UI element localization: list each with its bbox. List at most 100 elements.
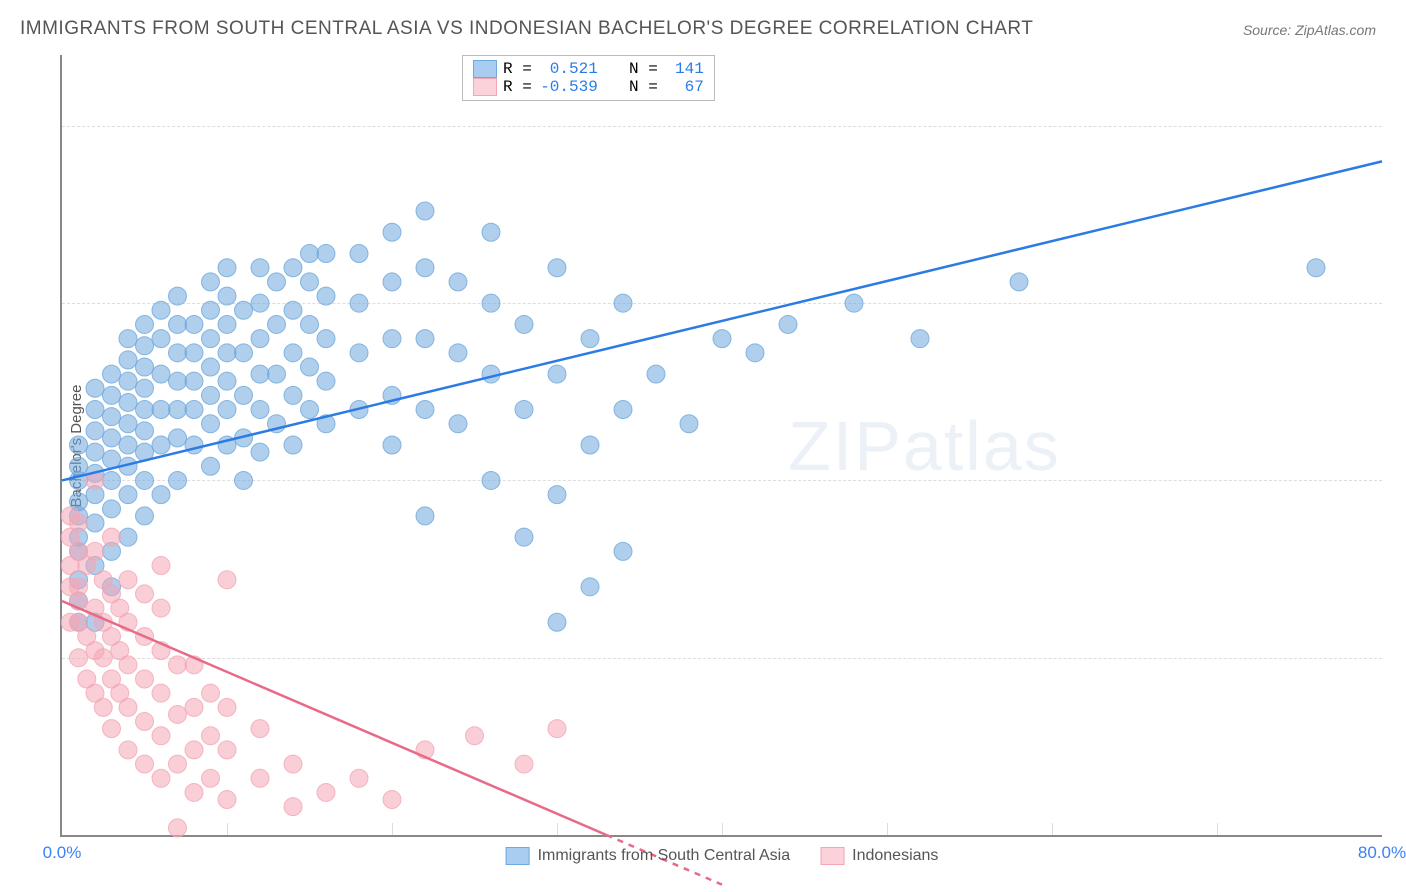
scatter-point	[152, 436, 170, 454]
scatter-point	[317, 783, 335, 801]
scatter-point	[103, 408, 121, 426]
scatter-point	[119, 372, 137, 390]
scatter-point	[235, 471, 253, 489]
scatter-point	[548, 365, 566, 383]
scatter-point	[152, 486, 170, 504]
scatter-point	[482, 223, 500, 241]
scatter-point	[136, 585, 154, 603]
scatter-point	[119, 330, 137, 348]
scatter-point	[70, 649, 88, 667]
scatter-point	[317, 372, 335, 390]
legend-label-series2: Indonesians	[852, 847, 938, 865]
scatter-point	[169, 819, 187, 837]
scatter-point	[86, 542, 104, 560]
scatter-point	[548, 259, 566, 277]
scatter-point	[185, 372, 203, 390]
scatter-point	[284, 259, 302, 277]
scatter-point	[548, 486, 566, 504]
scatter-point	[202, 457, 220, 475]
trend-line	[62, 161, 1382, 480]
scatter-point	[202, 684, 220, 702]
r-value-series2: -0.539	[538, 78, 598, 96]
scatter-point	[202, 301, 220, 319]
scatter-point	[614, 401, 632, 419]
scatter-point	[268, 315, 286, 333]
scatter-point	[383, 273, 401, 291]
source-attribution: Source: ZipAtlas.com	[1243, 22, 1376, 38]
scatter-point	[251, 294, 269, 312]
scatter-point	[86, 443, 104, 461]
scatter-point	[350, 245, 368, 263]
scatter-point	[911, 330, 929, 348]
scatter-point	[152, 301, 170, 319]
scatter-point	[548, 720, 566, 738]
scatter-point	[284, 301, 302, 319]
swatch-series2	[473, 78, 497, 96]
n-value-series2: 67	[664, 78, 704, 96]
scatter-point	[86, 379, 104, 397]
scatter-point	[218, 698, 236, 716]
scatter-point	[119, 528, 137, 546]
scatter-point	[119, 571, 137, 589]
scatter-point	[383, 223, 401, 241]
scatter-point	[466, 727, 484, 745]
scatter-point	[185, 315, 203, 333]
scatter-point	[185, 698, 203, 716]
scatter-point	[86, 401, 104, 419]
scatter-point	[449, 415, 467, 433]
scatter-point	[218, 571, 236, 589]
scatter-point	[103, 528, 121, 546]
scatter-point	[515, 401, 533, 419]
scatter-point	[119, 393, 137, 411]
scatter-point	[103, 429, 121, 447]
y-tick-label: 75.0%	[1392, 293, 1406, 313]
y-tick-label: 50.0%	[1392, 470, 1406, 490]
scatter-point	[152, 599, 170, 617]
scatter-point	[218, 741, 236, 759]
scatter-point	[350, 769, 368, 787]
scatter-point	[284, 436, 302, 454]
scatter-point	[235, 301, 253, 319]
scatter-point	[647, 365, 665, 383]
scatter-point	[301, 358, 319, 376]
scatter-point	[746, 344, 764, 362]
scatter-point	[515, 755, 533, 773]
scatter-point	[416, 202, 434, 220]
scatter-point	[119, 415, 137, 433]
legend-item-series1: Immigrants from South Central Asia	[506, 847, 791, 865]
scatter-point	[284, 755, 302, 773]
r-label: R =	[503, 60, 532, 78]
scatter-point	[449, 273, 467, 291]
scatter-point	[103, 450, 121, 468]
scatter-point	[185, 783, 203, 801]
legend-item-series2: Indonesians	[820, 847, 938, 865]
scatter-point	[103, 365, 121, 383]
scatter-point	[152, 769, 170, 787]
scatter-point	[284, 344, 302, 362]
scatter-point	[202, 769, 220, 787]
scatter-point	[301, 245, 319, 263]
scatter-point	[284, 798, 302, 816]
chart-plot-area: ZIPatlas R = 0.521 N = 141 R = -0.539 N …	[60, 55, 1382, 837]
scatter-point	[251, 401, 269, 419]
scatter-point	[136, 755, 154, 773]
scatter-point	[152, 684, 170, 702]
scatter-point	[103, 500, 121, 518]
scatter-point	[416, 507, 434, 525]
scatter-point	[103, 720, 121, 738]
scatter-point	[317, 330, 335, 348]
chart-title: IMMIGRANTS FROM SOUTH CENTRAL ASIA VS IN…	[20, 18, 1033, 40]
scatter-point	[251, 443, 269, 461]
scatter-point	[152, 365, 170, 383]
scatter-point	[218, 259, 236, 277]
scatter-point	[581, 330, 599, 348]
scatter-point	[202, 415, 220, 433]
scatter-point	[169, 401, 187, 419]
scatter-point	[218, 401, 236, 419]
chart-svg	[62, 55, 1382, 835]
scatter-point	[136, 670, 154, 688]
scatter-point	[169, 429, 187, 447]
scatter-point	[103, 386, 121, 404]
scatter-point	[301, 401, 319, 419]
y-tick-label: 100.0%	[1392, 116, 1406, 136]
